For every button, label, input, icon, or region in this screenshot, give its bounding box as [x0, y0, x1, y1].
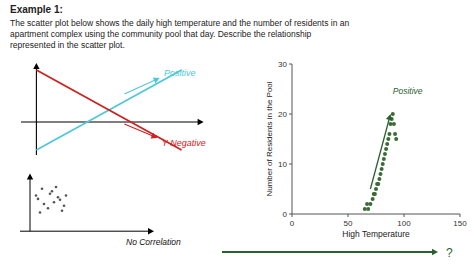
x-tick [348, 214, 349, 217]
axes: 0 50 100 150 0 10 20 30 High Temperature Number o… [265, 60, 467, 239]
point [378, 172, 382, 176]
subtitle: The scatter plot below shows the daily h… [10, 18, 350, 28]
illustration-dot [49, 193, 52, 196]
y-tick [289, 164, 292, 165]
illustration-y-axis [33, 63, 39, 155]
illustration-dot [37, 198, 40, 201]
bottom-arrow [222, 249, 438, 255]
x-tick-label: 50 [344, 219, 353, 228]
point [394, 137, 398, 141]
point [382, 157, 386, 161]
illustration-no-correlation: No Correlation [20, 173, 181, 247]
x-tick-label: 0 [290, 219, 295, 228]
bottom-arrow-head [432, 249, 438, 255]
point [392, 122, 396, 126]
x-tick [460, 214, 461, 217]
y-tick [289, 214, 292, 215]
illustration-negative-line [36, 70, 181, 150]
x-tick-label: 150 [453, 219, 467, 228]
illustration-x-axis [21, 119, 204, 125]
illustration-dot [65, 194, 68, 197]
illustration-lines: Positive Y Negative [21, 63, 206, 155]
point [368, 202, 372, 206]
negative-pointer-head [151, 133, 158, 139]
illustration-dot [57, 196, 60, 199]
positive-pointer-shaft [124, 79, 156, 94]
illustration-x-axis-shaft [21, 121, 200, 122]
x-tick-label: 100 [397, 219, 411, 228]
positive-pointer [124, 78, 159, 94]
y-tick-label: 0 [283, 210, 288, 219]
illustration-dot [43, 203, 46, 206]
point [391, 112, 395, 116]
x-axis-line [292, 214, 460, 215]
illustration-y-axis-head [33, 63, 39, 69]
point [373, 192, 377, 196]
illustration-dot [35, 194, 38, 197]
illustration-x-axis-shaft [20, 231, 150, 232]
illustration-dot [51, 190, 54, 193]
point [383, 152, 387, 156]
x-axis-label: High Temperature [342, 229, 410, 239]
subtitle: apartment complex using the community po… [10, 29, 312, 39]
illustration-dot [55, 186, 58, 189]
y-tick [289, 114, 292, 115]
point [387, 132, 391, 136]
illustration-y-axis-shaft [36, 67, 37, 155]
illustration-positive-line [36, 70, 181, 150]
annotation: Positive [393, 86, 423, 96]
bottom-arrow-shaft [222, 251, 434, 253]
x-tick [404, 214, 405, 217]
point [381, 162, 385, 166]
illustration-dot [47, 207, 50, 210]
positive-arrow [370, 114, 392, 189]
positive-pointer-head [153, 78, 160, 84]
illustration-x-axis [20, 228, 154, 234]
point [374, 187, 378, 191]
positive-arrow-head [386, 114, 392, 121]
illustration-dot [41, 187, 44, 190]
illustration-dot [63, 204, 66, 207]
illustration-x-axis-head [148, 228, 154, 234]
subtitle: represented in the scatter plot. [10, 40, 125, 50]
positive-arrow-shaft [370, 117, 389, 189]
point [380, 167, 384, 171]
illustration-dot [59, 198, 62, 201]
point [366, 207, 370, 211]
negative-pointer [124, 124, 157, 139]
illustration-x-axis-head [198, 119, 204, 125]
points [363, 112, 398, 211]
title: Example 1: [10, 4, 63, 15]
illustration-dot [61, 210, 64, 213]
point [371, 197, 375, 201]
annotation: ? [446, 246, 453, 260]
point [393, 132, 397, 136]
y-axis-line [292, 64, 293, 214]
y-tick-label: 20 [278, 110, 287, 119]
annotation: Y Negative [162, 138, 206, 148]
point [386, 137, 390, 141]
illustration-y-axis [27, 173, 33, 231]
y-tick [289, 64, 292, 65]
negative-pointer-shaft [124, 124, 154, 137]
annotation: Positive [164, 68, 196, 78]
y-axis-label: Number of Residents in the Pool [265, 81, 274, 196]
illustration-dot [53, 201, 56, 204]
illustration-y-axis-head [27, 173, 33, 179]
annotation: No Correlation [126, 237, 181, 247]
illustration-dot [39, 211, 42, 214]
point [385, 142, 389, 146]
y-tick-label: 30 [278, 60, 287, 69]
point [384, 147, 388, 151]
point [376, 182, 380, 186]
y-tick-label: 10 [278, 160, 287, 169]
illustration-y-axis-shaft [30, 177, 31, 231]
chart: Example 1: The scatter plot below shows t… [0, 0, 474, 266]
point [377, 177, 381, 181]
